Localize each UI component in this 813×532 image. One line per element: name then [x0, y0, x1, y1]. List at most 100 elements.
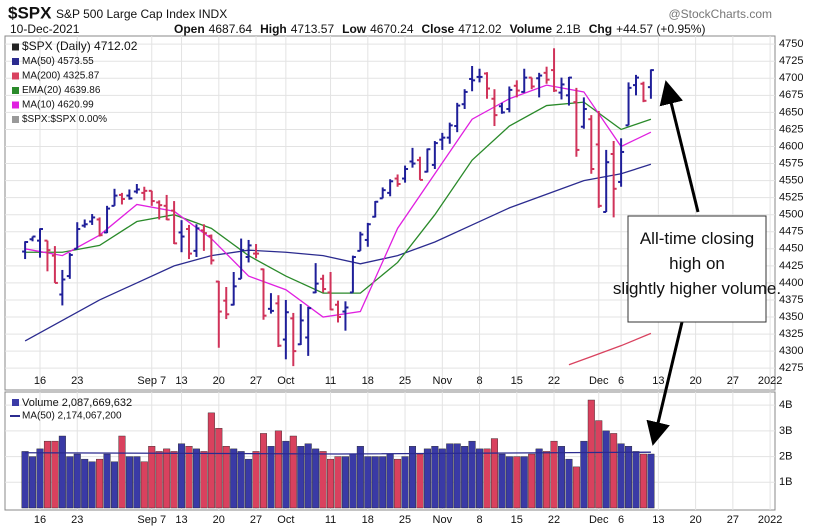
legend-label: $SPX:$SPX 0.00%: [22, 114, 107, 125]
volume-bar: [438, 448, 446, 509]
volume-bar: [185, 446, 193, 509]
x-tick-label: 22: [548, 375, 560, 387]
x-tick-label: 15: [511, 514, 523, 526]
x-tick-label: 22: [548, 514, 560, 526]
volume-bar: [379, 456, 387, 509]
x-tick-label: 6: [618, 514, 624, 526]
y-tick-label: 2B: [779, 450, 792, 462]
volume-bar: [617, 443, 625, 509]
x-tick-label: 13: [652, 375, 664, 387]
volume-bar: [88, 461, 96, 509]
volume-bar: [349, 453, 357, 509]
volume-bar: [51, 440, 59, 509]
legend-swatch: [12, 43, 19, 51]
legend-label: MA(10) 4620.99: [22, 100, 94, 111]
legend-label: MA(50) 2,174,067,200: [22, 411, 122, 422]
legend-label: MA(50) 4573.55: [22, 56, 94, 67]
volume-bar: [468, 440, 476, 509]
volume-bar: [312, 448, 320, 509]
y-tick-label: 4750: [779, 38, 803, 50]
volume-bar: [230, 448, 238, 509]
volume-bar: [178, 443, 186, 509]
quote-value: 4713.57: [291, 22, 335, 36]
volume-bar: [103, 453, 111, 509]
volume-bar: [36, 448, 44, 509]
x-tick-label: 20: [213, 375, 225, 387]
legend-swatch: [12, 101, 19, 109]
x-tick-label: 23: [71, 514, 83, 526]
x-tick-label: 27: [250, 375, 262, 387]
quote-value: 4687.64: [209, 22, 253, 36]
ma-line: [24, 163, 652, 342]
x-tick-label: 25: [399, 514, 411, 526]
x-tick-label: Nov: [433, 514, 453, 526]
volume-bar: [148, 446, 156, 509]
volume-bar: [490, 438, 498, 509]
volume-bar: [587, 399, 595, 509]
quote-label: Low: [342, 22, 367, 36]
y-tick-label: 3B: [779, 425, 792, 437]
legend-swatch: [12, 87, 19, 94]
volume-bar: [356, 446, 364, 509]
volume-bar: [572, 466, 580, 509]
volume-bar: [483, 448, 491, 509]
volume-bar: [423, 448, 431, 509]
x-tick-label: Oct: [277, 514, 294, 526]
y-tick-label: 4325: [779, 328, 803, 340]
ma-line: [25, 101, 652, 294]
volume-bar: [409, 446, 417, 509]
volume-bar: [595, 420, 603, 509]
volume-bar: [192, 448, 200, 509]
x-tick-label: 13: [175, 514, 187, 526]
y-tick-label: 4550: [779, 175, 803, 187]
y-tick-label: 4275: [779, 362, 803, 374]
volume-bar: [639, 453, 647, 509]
quote-label: Close: [422, 22, 455, 36]
volume-bar: [319, 451, 327, 509]
y-tick-label: 4625: [779, 123, 803, 135]
y-tick-label: 4725: [779, 55, 803, 67]
volume-bar: [498, 453, 506, 509]
source: @StockCharts.com: [668, 7, 772, 21]
x-tick-label: 20: [689, 375, 701, 387]
x-tick-label: 20: [213, 514, 225, 526]
volume-bar: [550, 440, 558, 509]
x-tick-label: 27: [727, 514, 739, 526]
quote-value: 4712.02: [458, 22, 502, 36]
volume-bar: [297, 446, 305, 509]
x-tick-label: Oct: [277, 375, 294, 387]
volume-bar: [431, 446, 439, 509]
volume-bar: [565, 458, 573, 509]
ma-line: [568, 332, 652, 366]
volume-bar: [513, 456, 521, 509]
ma-line: [24, 84, 652, 318]
symbol: $SPX: [8, 3, 52, 22]
volume-bar: [364, 456, 372, 509]
volume-bar: [58, 435, 66, 509]
x-tick-label: Nov: [433, 375, 453, 387]
x-tick-label: 8: [476, 375, 482, 387]
volume-bar: [386, 453, 394, 509]
legend-label: $SPX (Daily) 4712.02: [22, 39, 138, 53]
x-tick-label: 6: [618, 375, 624, 387]
volume-bar: [267, 446, 275, 509]
volume-bar: [66, 456, 74, 509]
volume-bar: [29, 456, 37, 509]
y-tick-label: 4375: [779, 294, 803, 306]
quote-label: High: [260, 22, 287, 36]
arrow: [659, 80, 700, 213]
y-tick-label: 4350: [779, 311, 803, 323]
y-tick-label: 4575: [779, 157, 803, 169]
y-tick-label: 4700: [779, 72, 803, 84]
volume-bar: [133, 456, 141, 509]
x-tick-label: 27: [727, 375, 739, 387]
y-tick-label: 4425: [779, 260, 803, 272]
y-tick-label: 4525: [779, 192, 803, 204]
volume-bar: [260, 433, 268, 509]
y-tick-label: 4650: [779, 106, 803, 118]
quote-value: 2.1B: [556, 22, 581, 36]
x-tick-label: 16: [34, 375, 46, 387]
volume-bar: [245, 458, 253, 509]
volume-bar: [155, 451, 163, 509]
